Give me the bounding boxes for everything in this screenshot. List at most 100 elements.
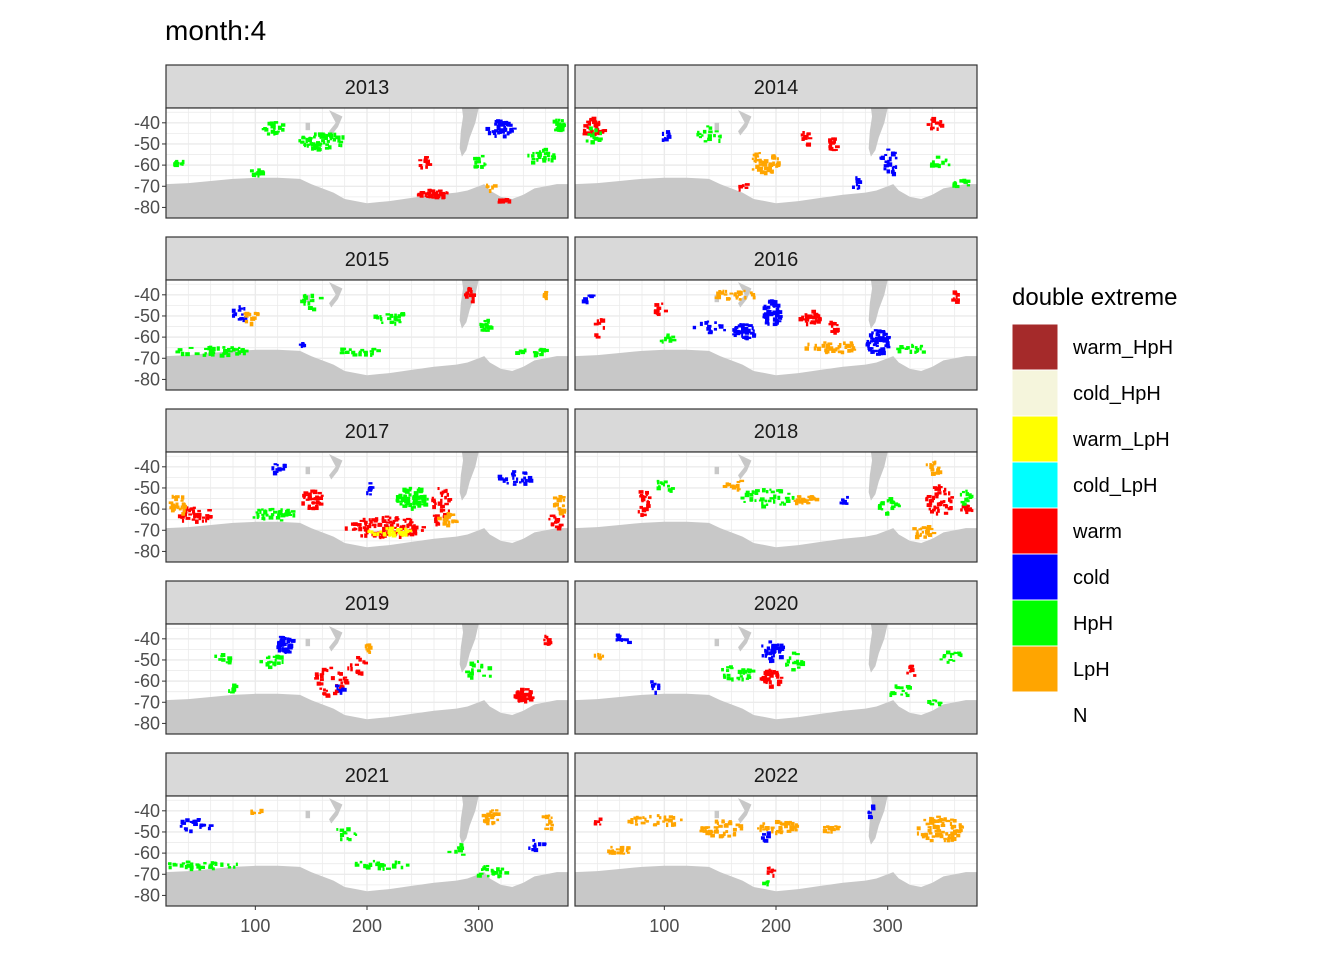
data-patch-HpH (336, 827, 358, 842)
data-cell (743, 500, 746, 503)
data-cell (591, 116, 597, 121)
data-cell (185, 352, 190, 357)
data-cell (656, 820, 660, 825)
data-cell (891, 166, 895, 172)
data-cell (446, 511, 451, 516)
data-cell (759, 497, 765, 501)
data-cell (417, 500, 422, 506)
data-cell (770, 671, 776, 675)
data-cell (261, 516, 265, 521)
data-cell (927, 532, 933, 537)
data-cell (829, 825, 835, 829)
data-cell (731, 677, 734, 682)
data-cell (825, 343, 831, 348)
data-cell (258, 812, 262, 815)
data-cell (368, 518, 371, 522)
data-cell (419, 494, 424, 498)
data-cell (556, 526, 562, 531)
data-cell (672, 815, 676, 820)
data-cell (497, 120, 502, 124)
data-cell (766, 870, 772, 873)
data-cell (562, 514, 565, 518)
data-cell (364, 351, 368, 355)
data-cell (340, 681, 343, 685)
data-cell (264, 127, 269, 132)
data-cell (925, 463, 928, 467)
data-cell (706, 326, 711, 331)
data-cell (402, 489, 408, 492)
data-patch-warm (593, 817, 603, 826)
data-cell (814, 497, 820, 502)
data-cell (300, 299, 304, 304)
data-cell (736, 487, 740, 492)
data-cell (751, 326, 754, 331)
data-cell (718, 138, 721, 144)
data-cell (594, 122, 598, 126)
data-cell (743, 289, 746, 293)
data-cell (272, 470, 278, 476)
data-cell (491, 871, 496, 876)
data-cell (549, 820, 553, 824)
data-cell (498, 198, 504, 203)
facet-strip (165, 236, 569, 281)
data-cell (528, 691, 533, 696)
data-cell (492, 130, 497, 136)
data-cell (256, 312, 260, 316)
data-patch-cold (485, 119, 517, 139)
data-cell (183, 827, 187, 831)
data-cell (235, 684, 239, 689)
legend-item-LpH: LpH (1011, 645, 1110, 693)
data-cell (479, 322, 482, 326)
data-cell (315, 674, 319, 679)
data-cell (880, 508, 884, 511)
data-cell (313, 135, 316, 139)
data-cell (234, 312, 238, 315)
data-cell (593, 136, 599, 141)
data-cell (480, 154, 485, 158)
data-cell (871, 331, 874, 335)
data-cell (523, 692, 529, 697)
data-cell (931, 160, 935, 165)
data-cell (518, 481, 522, 484)
data-cell (945, 832, 949, 836)
data-cell (730, 667, 734, 670)
data-cell (596, 820, 601, 824)
data-cell (186, 863, 191, 868)
data-cell (562, 498, 566, 502)
data-cell (180, 495, 185, 500)
data-cell (658, 816, 662, 820)
data-cell (494, 122, 498, 126)
data-cell (724, 823, 728, 826)
data-cell (318, 296, 324, 300)
data-cell (211, 867, 215, 871)
data-cell (813, 346, 817, 351)
data-cell (826, 825, 830, 829)
data-cell (553, 520, 558, 524)
data-cell (662, 820, 666, 823)
data-cell (948, 658, 953, 661)
data-cell (637, 816, 642, 820)
data-cell (516, 694, 521, 699)
data-cell (563, 508, 567, 513)
data-cell (495, 812, 501, 817)
data-cell (761, 644, 764, 648)
data-cell (952, 659, 956, 662)
y-tick-label: -70 (134, 692, 160, 712)
data-cell (482, 819, 486, 823)
data-cell (364, 522, 368, 527)
data-cell (277, 125, 282, 130)
data-cell (378, 535, 384, 539)
data-cell (203, 861, 207, 865)
data-cell (559, 128, 563, 133)
data-cell (511, 127, 517, 130)
data-cell (533, 848, 539, 853)
data-cell (710, 833, 715, 838)
data-cell (939, 817, 943, 822)
data-cell (744, 326, 749, 330)
data-cell (205, 516, 209, 520)
data-cell (560, 124, 566, 128)
legend-label: warm_LpH (1072, 429, 1170, 451)
data-cell (876, 329, 882, 334)
data-cell (318, 502, 324, 506)
data-patch-warm (301, 489, 324, 511)
